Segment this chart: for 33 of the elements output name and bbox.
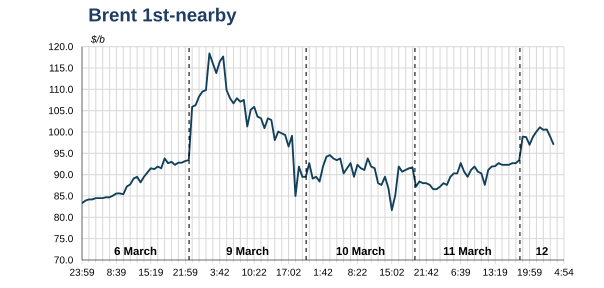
y-tick-label: 80.0 [54, 214, 73, 221]
x-tick-label: 8:39 [107, 268, 126, 276]
y-axis-title: $/b [90, 35, 105, 44]
annotation: 9 March [226, 246, 268, 256]
annotation: 10 March [336, 246, 384, 256]
y-tick-label: 105.0 [49, 107, 73, 114]
x-tick-label: 6:39 [451, 268, 470, 276]
y-tick-label: 115.0 [50, 64, 73, 72]
annotation: 12 [536, 247, 548, 256]
x-tick-label: 13:19 [483, 268, 508, 276]
x-tick-label: 17:02 [276, 268, 301, 276]
chart-title: Brent 1st-nearby [90, 8, 236, 26]
x-tick-label: 1:42 [314, 268, 332, 276]
y-tick-label: 100.0 [49, 128, 73, 136]
y-tick-label: 75.0 [54, 235, 73, 242]
x-tick-label: 8:22 [348, 268, 367, 276]
y-tick-label: 85.0 [54, 192, 73, 200]
x-tick-label: 23:59 [70, 268, 94, 276]
y-tick-label: 110.0 [50, 86, 73, 93]
x-tick-label: 19:59 [518, 268, 542, 276]
annotation: 6 March [114, 246, 156, 256]
y-tick-label: 120.0 [49, 43, 73, 50]
x-tick-label: 15:19 [139, 268, 163, 276]
x-tick-label: 21:59 [173, 268, 198, 276]
annotation: 11 March [444, 246, 491, 256]
x-tick-label: 3:42 [210, 268, 229, 276]
x-tick-label: 15:02 [380, 268, 404, 276]
y-tick-label: 95.0 [54, 150, 73, 157]
x-tick-label: 4:54 [554, 268, 574, 276]
x-tick-label: 21:42 [414, 268, 438, 276]
y-tick-label: 70.0 [54, 256, 73, 264]
x-tick-label: 10:22 [242, 268, 266, 276]
y-tick-label: 90.0 [54, 171, 73, 178]
